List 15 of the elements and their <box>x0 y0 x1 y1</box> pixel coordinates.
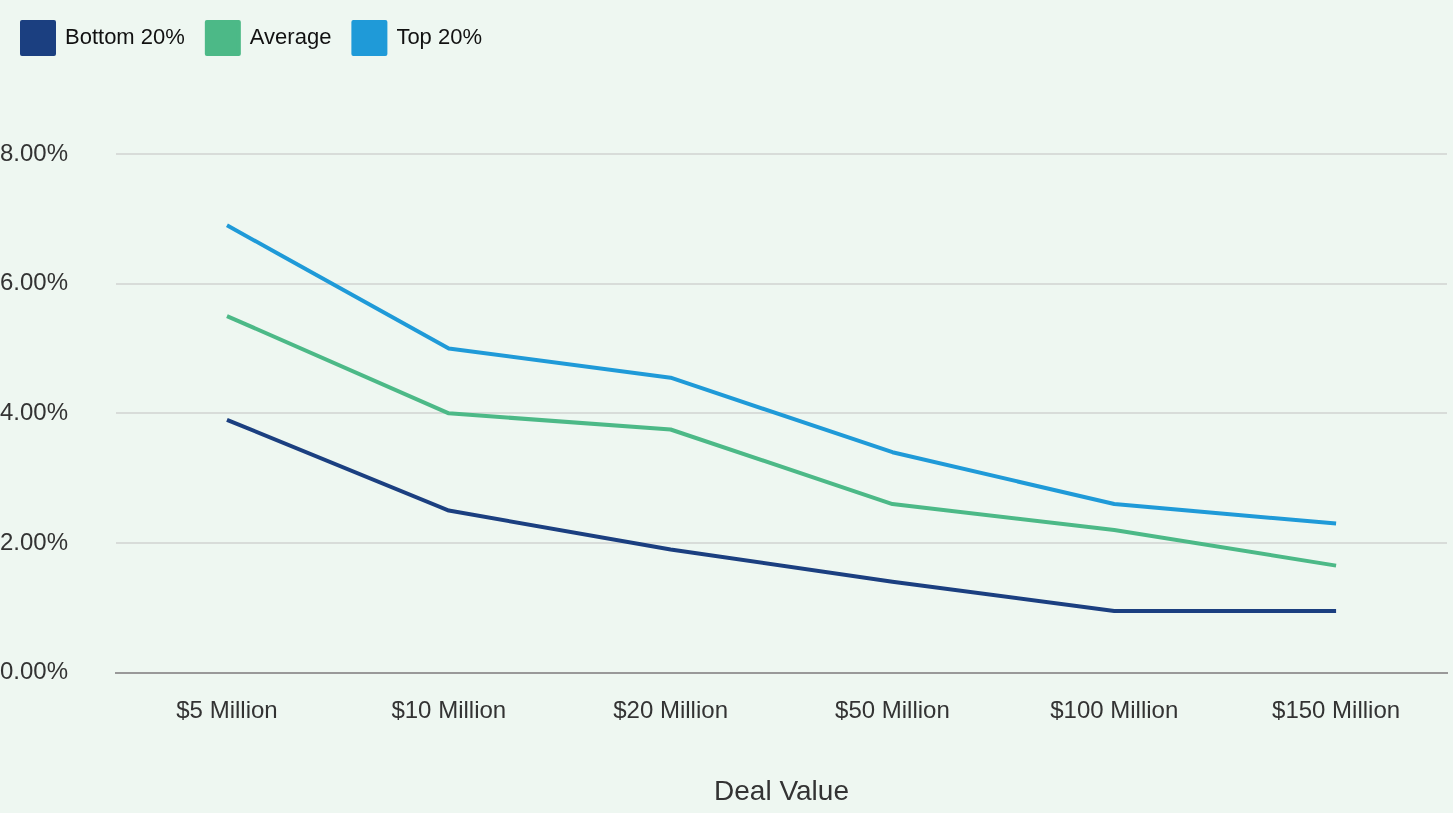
y-tick-label: 0.00% <box>0 657 69 685</box>
x-tick-label: $50 Million <box>835 695 950 723</box>
x-tick-label: $150 Million <box>1272 695 1401 723</box>
legend-label: Bottom 20% <box>65 24 185 50</box>
y-tick-label: 2.00% <box>0 527 69 555</box>
y-tick-label: 8.00% <box>0 138 69 166</box>
x-tick-label: $5 Million <box>176 695 278 723</box>
x-tick-label: $100 Million <box>1050 695 1179 723</box>
y-tick-label: 4.00% <box>0 397 69 425</box>
legend-label: Top 20% <box>396 24 483 50</box>
x-axis-title: Deal Value <box>714 774 849 806</box>
x-tick-label: $20 Million <box>613 695 728 723</box>
x-tick-label: $10 Million <box>391 695 507 723</box>
y-tick-label: 6.00% <box>0 268 69 296</box>
legend-label: Average <box>249 24 332 50</box>
